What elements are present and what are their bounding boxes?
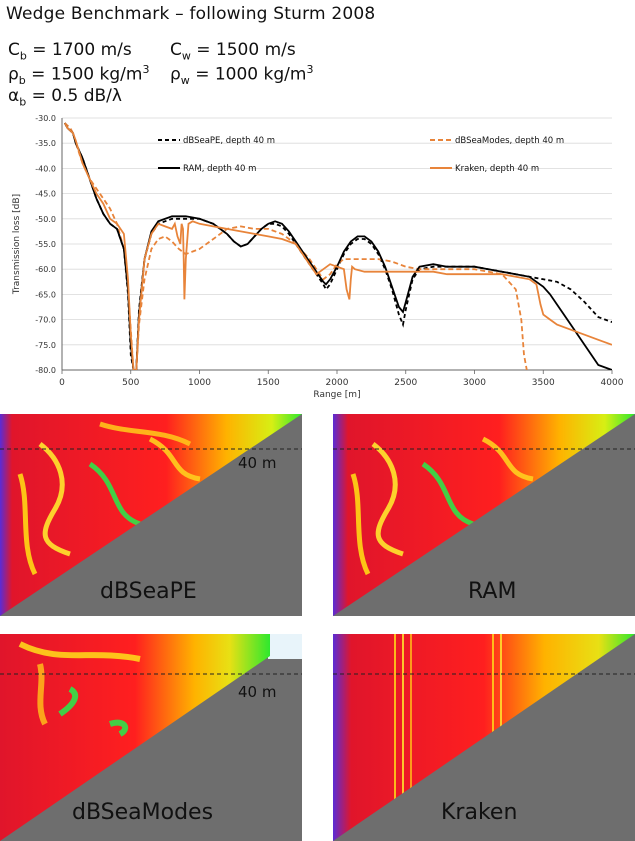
x-tick-label: 2500 xyxy=(394,378,417,388)
param-alpha-b: αb = 0.5 dB/λ xyxy=(8,86,122,109)
y-tick-label: -40.0 xyxy=(35,164,56,173)
y-tick-label: -65.0 xyxy=(35,290,56,299)
series-line-1 xyxy=(64,122,528,370)
y-tick-label: -50.0 xyxy=(35,215,56,224)
chart-series xyxy=(64,122,612,370)
series-line-3 xyxy=(64,122,612,370)
field-panel-ram: RAM xyxy=(333,414,635,616)
y-tick-label: -35.0 xyxy=(35,139,56,148)
y-tick-label: -70.0 xyxy=(35,316,56,325)
x-tick-label: 2000 xyxy=(326,378,349,388)
depth-label: 40 m xyxy=(238,454,276,472)
transmission-loss-chart: -30.0 -35.0 -40.0 -45.0 -50.0 -55.0 -60.0 -65.0… xyxy=(12,114,624,400)
legend-label-3: Kraken, depth 40 m xyxy=(455,164,539,174)
y-tick-label: -55.0 xyxy=(35,240,56,249)
field-panel-dbseape: 40 m dBSeaPE xyxy=(0,414,302,616)
chart-legend: dBSeaPE, depth 40 m dBSeaModes, depth 40 … xyxy=(158,136,564,174)
param-rho-b: ρb = 1500 kg/m3 xyxy=(8,63,150,88)
panel-label: dBSeaModes xyxy=(72,800,213,825)
y-tick-label: -75.0 xyxy=(35,341,56,350)
x-tick-label: 3500 xyxy=(532,378,555,388)
x-axis-label: Range [m] xyxy=(313,390,360,400)
param-rho-w: ρw = 1000 kg/m3 xyxy=(170,63,314,88)
field-panel-dbseamodes: 40 m dBSeaModes xyxy=(0,634,302,841)
series-line-2 xyxy=(64,122,612,370)
page-title: Wedge Benchmark – following Sturm 2008 xyxy=(6,4,376,24)
param-cb: Cb = 1700 m/s xyxy=(8,40,132,63)
y-tick-label: -60.0 xyxy=(35,265,56,274)
chart-axes: -30.0 -35.0 -40.0 -45.0 -50.0 -55.0 -60.0 -65.0… xyxy=(12,114,624,400)
chart-grid xyxy=(62,117,612,371)
panel-label: RAM xyxy=(468,579,516,604)
panel-label: dBSeaPE xyxy=(100,579,197,604)
x-tick-label: 3000 xyxy=(463,378,486,388)
depth-label: 40 m xyxy=(238,683,276,701)
panel-label: Kraken xyxy=(441,800,517,825)
param-cw: Cw = 1500 m/s xyxy=(170,40,296,63)
x-tick-label: 4000 xyxy=(601,378,624,388)
y-tick-label: -80.0 xyxy=(35,366,56,375)
legend-label-2: RAM, depth 40 m xyxy=(183,164,256,174)
legend-label-1: dBSeaModes, depth 40 m xyxy=(455,136,564,146)
y-tick-label: -45.0 xyxy=(35,190,56,199)
x-tick-label: 1500 xyxy=(257,378,280,388)
legend-label-0: dBSeaPE, depth 40 m xyxy=(183,136,275,146)
x-tick-label: 500 xyxy=(122,378,139,388)
y-tick-label: -30.0 xyxy=(35,114,56,123)
x-tick-label: 0 xyxy=(59,378,65,388)
x-tick-label: 1000 xyxy=(188,378,211,388)
y-axis-label: Transmission loss [dB] xyxy=(12,194,22,295)
field-panel-kraken: Kraken xyxy=(333,634,635,841)
